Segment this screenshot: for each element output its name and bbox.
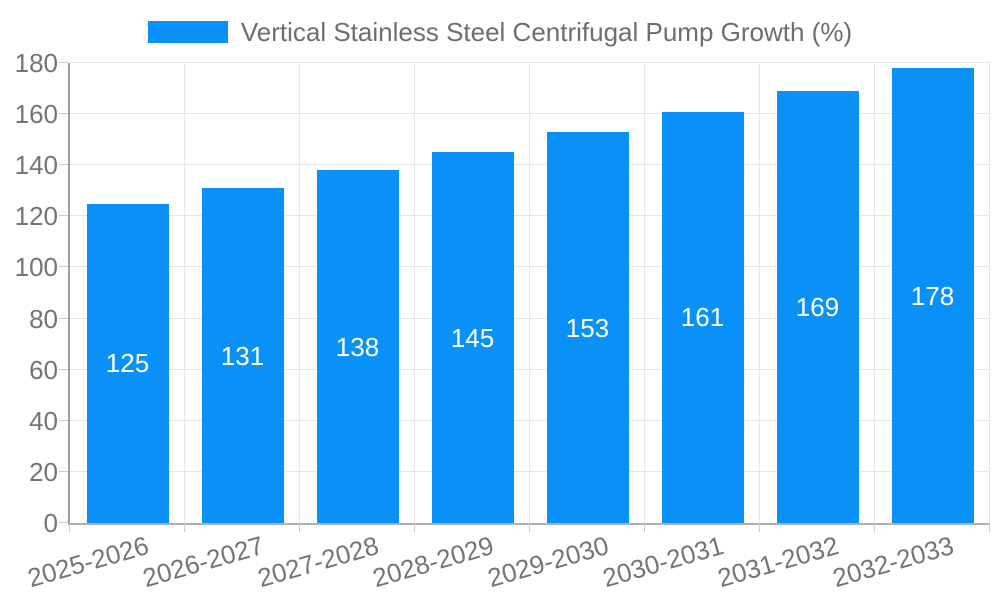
y-gridline	[70, 113, 990, 115]
x-gridline	[759, 63, 760, 523]
y-axis-tick	[59, 470, 68, 472]
x-axis-tick	[989, 523, 990, 532]
bar-2031-2032	[776, 91, 859, 523]
y-axis-label: 60	[29, 354, 58, 385]
bar-value-label: 125	[105, 348, 150, 379]
bar-2028-2029	[431, 152, 514, 523]
y-axis-tick	[59, 164, 68, 166]
y-axis-label: 160	[14, 99, 58, 130]
y-gridline	[70, 62, 990, 63]
y-axis-tick	[59, 62, 68, 63]
y-gridline	[70, 164, 990, 166]
bar-2026-2027	[201, 188, 284, 523]
bar-value-label: 178	[910, 280, 955, 311]
x-axis-tick	[759, 523, 760, 532]
y-axis-label: 180	[14, 48, 58, 78]
y-axis-tick	[59, 368, 68, 370]
y-axis-tick	[59, 419, 68, 421]
y-gridline	[70, 266, 990, 268]
y-gridline	[70, 419, 990, 421]
x-gridline	[874, 63, 875, 523]
y-axis-tick	[59, 522, 68, 523]
plot-area: 125 131 138 145 153 161 169 178	[59, 62, 990, 532]
bar-value-label: 169	[795, 292, 840, 323]
bar-2029-2030	[546, 132, 629, 523]
y-axis-label: 0	[43, 508, 58, 538]
x-gridline	[644, 63, 645, 523]
x-gridline	[184, 63, 185, 523]
legend-label: Vertical Stainless Steel Centrifugal Pum…	[240, 17, 853, 47]
x-axis-tick	[299, 523, 300, 532]
bar-value-label: 145	[450, 322, 495, 353]
x-gridline	[299, 63, 300, 523]
y-gridline	[70, 368, 990, 370]
bar-value-label: 153	[565, 312, 610, 343]
bar-2032-2033	[891, 68, 974, 523]
bar-value-label: 131	[220, 340, 265, 371]
y-axis-label: 80	[29, 303, 58, 334]
bar-2025-2026	[86, 203, 169, 523]
x-axis-tick	[69, 523, 70, 532]
y-axis-tick	[59, 317, 68, 319]
y-gridline	[70, 470, 990, 472]
bar-2030-2031	[661, 111, 744, 523]
y-axis-label: 120	[14, 201, 58, 232]
legend: Vertical Stainless Steel Centrifugal Pum…	[0, 18, 1000, 46]
y-axis-label: 100	[14, 252, 58, 283]
legend-swatch	[147, 21, 228, 43]
x-gridline	[414, 63, 415, 523]
x-axis-tick	[529, 523, 530, 532]
y-axis-tick	[59, 215, 68, 217]
y-axis-label: 20	[29, 456, 58, 487]
x-axis-tick	[184, 523, 185, 532]
y-axis-tick	[59, 266, 68, 268]
y-axis-label: 140	[14, 150, 58, 181]
x-axis-tick	[874, 523, 875, 532]
bar-value-label: 138	[335, 331, 380, 362]
x-gridline	[989, 63, 990, 523]
bar-2027-2028	[316, 170, 399, 523]
bar-value-label: 161	[680, 302, 725, 333]
x-axis-tick	[644, 523, 645, 532]
legend-item[interactable]: Vertical Stainless Steel Centrifugal Pum…	[147, 17, 853, 47]
x-gridline	[529, 63, 530, 523]
y-gridline	[70, 215, 990, 217]
y-axis-tick	[59, 113, 68, 115]
y-axis-label: 40	[29, 405, 58, 436]
y-gridline	[70, 317, 990, 319]
x-axis-tick	[414, 523, 415, 532]
